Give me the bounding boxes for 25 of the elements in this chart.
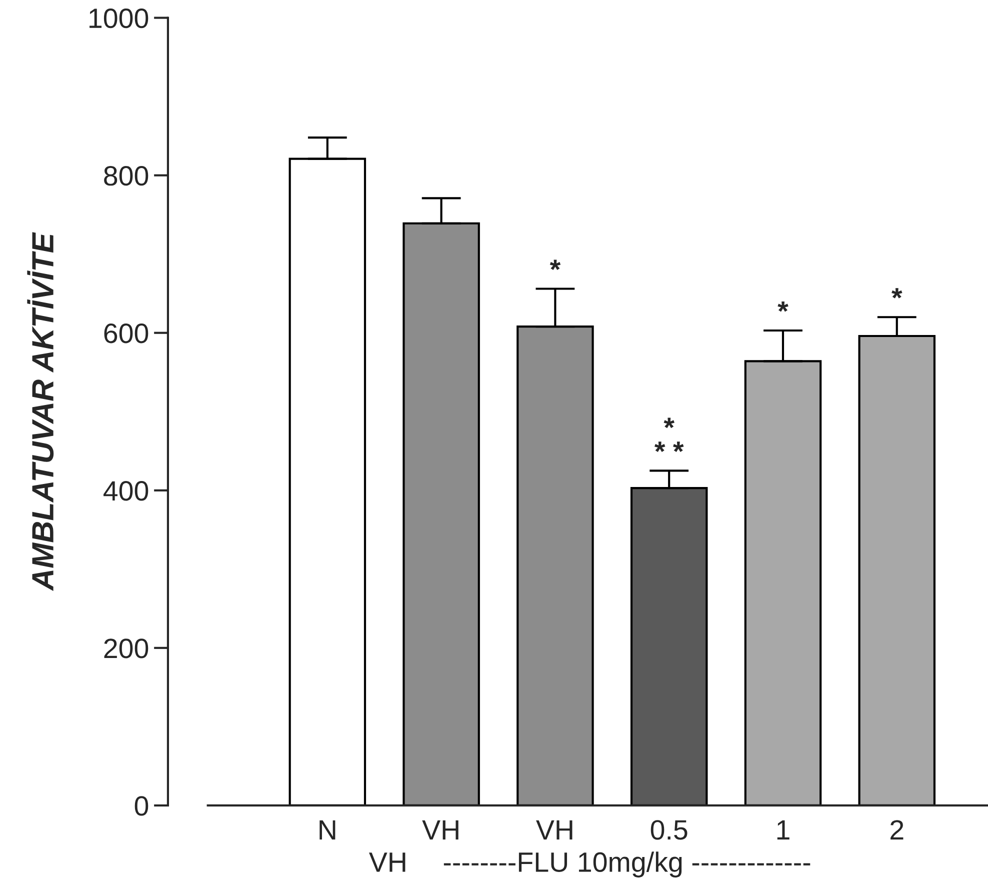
x-tick-label: N (320, 820, 336, 840)
bar (630, 486, 708, 806)
y-tick-label: 600 (104, 324, 148, 344)
bar (516, 326, 594, 806)
bar (402, 222, 480, 806)
x-tick-label: VH (422, 820, 458, 840)
bar (288, 158, 366, 806)
x-tick-label: 1 (777, 820, 790, 840)
x-tick-label: VH (536, 820, 572, 840)
y-tick-label: 0 (134, 796, 148, 816)
y-tick-label: 1000 (90, 8, 148, 28)
x-tick-label: 2 (890, 820, 904, 840)
text: --------FLU 10mg/kg ------------- (444, 852, 810, 878)
data-label: * (550, 260, 561, 270)
y-axis-title: AMBLATUVAR AKTİVİTE (27, 232, 54, 592)
data-label: * (778, 301, 788, 312)
y-tick-label: 800 (104, 166, 148, 186)
bar (858, 334, 936, 806)
data-label: * * * (654, 418, 684, 452)
bar (744, 360, 822, 806)
y-tick-label: 400 (104, 481, 148, 501)
y-tick-label: 200 (104, 638, 148, 658)
data-label: * (892, 288, 902, 298)
text: VH (368, 852, 406, 872)
x-tick-label: 0.5 (650, 820, 688, 840)
